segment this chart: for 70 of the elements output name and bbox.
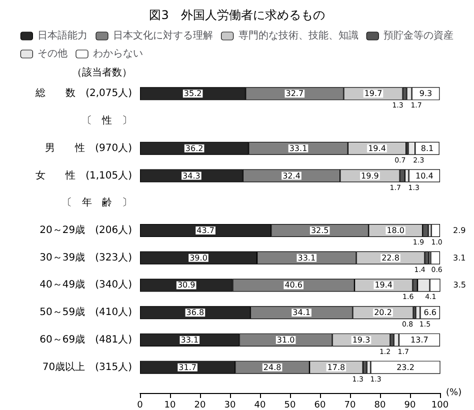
data-label: 3.5 (453, 280, 466, 290)
x-tick-label: 60 (314, 400, 326, 410)
legend-label: 日本文化に対する理解 (113, 30, 213, 42)
x-tick-label: 30 (224, 400, 236, 410)
data-label: 30.9 (177, 280, 196, 290)
x-tick-label: 90 (404, 400, 416, 410)
y-tick-label: 40～49歳 (340人) (40, 278, 132, 291)
legend-label: その他 (38, 48, 68, 60)
x-tick-label: 70 (344, 400, 356, 410)
legend-label: わからない (93, 48, 143, 60)
data-label: 23.2 (396, 362, 414, 372)
x-tick-label: 100 (431, 400, 449, 410)
data-label: 39.0 (190, 253, 208, 262)
x-tick-label: 80 (374, 400, 386, 410)
data-label: 19.3 (352, 335, 370, 344)
data-label: 43.7 (196, 226, 214, 235)
x-tick-label: 40 (254, 400, 266, 410)
data-label: 33.1 (180, 335, 199, 344)
data-label: 32.4 (282, 171, 300, 180)
data-label: 34.3 (182, 171, 200, 180)
y-tick-label: 30～39歳 (323人) (40, 251, 132, 264)
data-label: 19.4 (368, 144, 386, 153)
x-tick-label: 20 (194, 400, 206, 410)
data-label: 19.4 (374, 280, 393, 290)
data-label: 2.9 (453, 226, 466, 235)
chart-title: 図3 外国人労働者に求めるもの (149, 8, 325, 22)
data-label: 19.7 (364, 89, 382, 98)
x-tick-label: 10 (164, 400, 176, 410)
text: （該当者数） (72, 66, 132, 78)
x-axis-title: (%) (446, 388, 462, 398)
data-label: 36.8 (186, 308, 204, 318)
data-label: 17.8 (327, 362, 346, 372)
data-label: 36.2 (185, 144, 204, 153)
x-tick-label: 0 (137, 400, 144, 410)
data-label: 32.5 (310, 226, 329, 235)
y-tick-label: 男 性 (970人) (45, 142, 132, 154)
y-tick-label: 70歳以上 (315人) (42, 360, 132, 373)
data-label: 13.7 (410, 335, 428, 344)
data-label: 18.0 (386, 226, 405, 235)
legend-label: 専門的な技術、技能、知識 (238, 30, 358, 42)
x-tick-label: 50 (284, 400, 296, 410)
bar (408, 169, 440, 182)
y-tick-label: 総 数 (2,075人) (34, 87, 132, 100)
y-tick-label: 50～59歳 (410人) (40, 306, 132, 318)
y-tick-label: 〔 年 齢 〕 (62, 196, 132, 209)
data-label: 32.7 (286, 89, 304, 98)
bar (370, 360, 440, 374)
data-label: 33.1 (298, 253, 316, 262)
data-label: 3.1 (453, 253, 466, 262)
data-label: 33.1 (289, 144, 308, 153)
data-label: 19.9 (361, 171, 379, 180)
data-label: 6.6 (424, 308, 436, 318)
data-label: 9.3 (419, 89, 432, 98)
data-label: 31.7 (178, 362, 196, 372)
data-label: 40.6 (284, 280, 303, 290)
legend-label: 日本語能力 (38, 30, 88, 42)
data-label: 8.1 (420, 144, 434, 153)
data-label: 34.1 (292, 308, 310, 318)
y-tick-label: 60～69歳 (481人) (40, 333, 132, 346)
data-label: 20.2 (374, 308, 392, 318)
legend-label: 預貯金等の資産 (384, 30, 454, 42)
y-tick-label: 〔 性 〕 (82, 114, 132, 127)
data-label: 31.0 (276, 335, 295, 344)
data-label: 24.8 (263, 362, 282, 372)
data-label: 10.4 (415, 171, 434, 180)
data-label: 35.2 (184, 89, 202, 98)
data-label: 22.8 (382, 253, 400, 262)
bar (431, 224, 440, 237)
y-tick-label: 女 性 (1,105人) (36, 169, 132, 182)
y-tick-label: 20～29歳 (206人) (40, 224, 132, 236)
